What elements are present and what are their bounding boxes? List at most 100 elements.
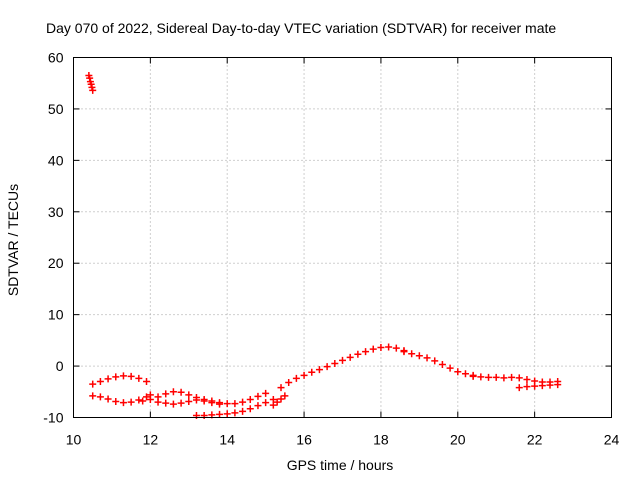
data-point	[96, 378, 104, 385]
series-arc-c-tail	[269, 392, 289, 409]
data-point	[331, 360, 339, 367]
data-point	[96, 393, 104, 401]
x-tick-label: 22	[527, 432, 543, 448]
x-tick-label: 12	[143, 432, 159, 448]
data-point	[415, 352, 423, 360]
data-point	[87, 80, 95, 88]
data-point	[208, 399, 216, 407]
data-point	[292, 374, 300, 382]
data-point	[231, 409, 239, 417]
data-point	[223, 400, 231, 408]
data-point	[461, 370, 469, 378]
y-tick-label: 60	[48, 50, 64, 66]
y-tick-label: -10	[43, 410, 63, 426]
data-point	[277, 384, 285, 392]
data-point	[246, 405, 254, 413]
data-point	[308, 368, 316, 376]
data-point	[119, 372, 127, 380]
data-point	[339, 356, 346, 364]
data-point	[246, 396, 254, 403]
series-descent	[400, 348, 477, 379]
data-point	[423, 354, 431, 362]
data-point	[192, 396, 200, 404]
data-point	[469, 372, 477, 380]
data-point	[177, 388, 185, 396]
axis-ticks: 10 12 14 16 18 20 22 24 -10 0 10 20 30 40 50 60	[43, 50, 619, 448]
data-point	[315, 366, 323, 374]
data-point	[223, 410, 231, 418]
data-point	[477, 373, 485, 381]
data-point	[89, 380, 97, 388]
data-point	[538, 382, 546, 390]
data-point	[185, 391, 193, 399]
data-point	[269, 401, 277, 409]
y-tick-label: 30	[48, 204, 64, 220]
data-point	[177, 399, 185, 407]
series-arc-a-upper	[89, 372, 151, 388]
gridlines	[73, 57, 612, 418]
data-point	[515, 374, 523, 382]
data-point	[446, 364, 454, 372]
y-tick-label: 10	[48, 307, 64, 323]
data-point	[523, 383, 531, 391]
x-tick-label: 24	[604, 432, 620, 448]
data-point	[431, 357, 439, 365]
data-point	[112, 373, 120, 381]
data-point	[554, 381, 562, 389]
data-point	[104, 395, 112, 403]
data-point	[392, 344, 400, 352]
data-point	[146, 396, 154, 403]
data-point	[285, 379, 293, 387]
data-point	[135, 396, 143, 404]
y-tick-label: 40	[48, 152, 64, 168]
data-point	[273, 398, 281, 406]
data-point	[185, 398, 193, 406]
data-point	[400, 348, 408, 356]
data-point	[300, 371, 308, 379]
data-point	[281, 392, 289, 400]
chart-title: Day 070 of 2022, Sidereal Day-to-day VTE…	[46, 20, 556, 36]
y-tick-label: 50	[48, 101, 64, 117]
data-point	[127, 372, 135, 380]
data-markers	[85, 72, 562, 419]
data-point	[162, 399, 170, 407]
data-point	[135, 374, 143, 382]
data-point	[143, 393, 151, 401]
series-early-outlier	[85, 72, 97, 94]
data-point	[531, 382, 539, 390]
data-point	[369, 345, 377, 353]
data-point	[216, 400, 224, 408]
data-point	[86, 74, 94, 82]
data-point	[508, 373, 516, 381]
data-point	[262, 389, 270, 397]
data-point	[112, 398, 120, 406]
data-point	[385, 343, 393, 351]
data-point	[169, 388, 177, 396]
x-tick-label: 10	[66, 432, 82, 448]
data-point	[162, 390, 170, 398]
data-point	[119, 399, 127, 407]
data-point	[377, 344, 385, 352]
data-point	[515, 384, 523, 392]
data-point	[200, 397, 208, 405]
data-point	[492, 373, 500, 381]
data-point	[89, 392, 97, 400]
series-arc-b-lower	[154, 396, 224, 408]
data-point	[500, 374, 508, 382]
series-rise	[277, 343, 408, 392]
data-point	[354, 350, 362, 358]
data-point	[323, 363, 331, 371]
x-tick-label: 16	[296, 432, 312, 448]
series-arc-a-lower	[89, 391, 154, 407]
data-point	[438, 361, 446, 369]
y-tick-label: 0	[56, 358, 64, 374]
data-point	[89, 86, 97, 94]
series-plateau-lower	[515, 381, 562, 392]
data-point	[139, 397, 147, 405]
data-point	[546, 381, 554, 389]
series-plateau	[469, 372, 562, 386]
data-point	[523, 375, 531, 383]
data-point	[127, 398, 135, 406]
data-point	[239, 398, 247, 406]
